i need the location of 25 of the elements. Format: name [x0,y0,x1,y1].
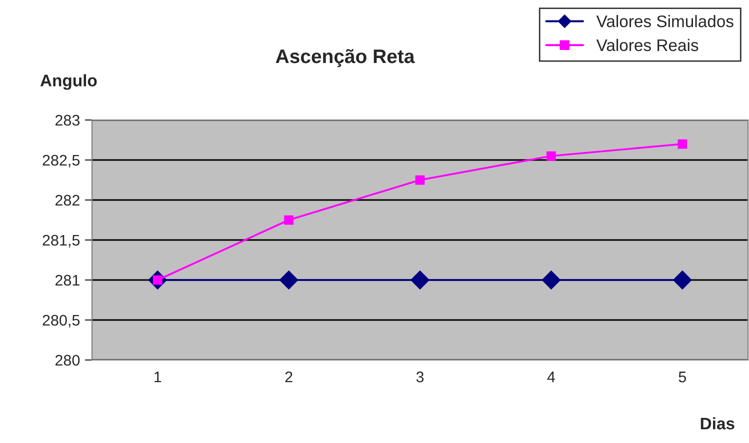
point [542,270,561,290]
x-tick-label: 4 [547,372,555,382]
point [410,270,430,290]
y-tick-label: 280,5 [42,314,80,328]
y-axis-title: Angulo [40,74,97,90]
y-tick-label: 282,5 [42,154,80,168]
point [284,215,294,225]
y-tick-label: 282 [55,194,80,206]
y-tick-label: 281 [55,274,80,286]
x-tick-label: 1 [154,372,162,382]
x-tick-label: 5 [678,372,686,382]
point [678,139,688,149]
chart-title: Ascenção Reta [276,49,415,68]
x-tick-label: 3 [416,372,424,382]
y-tick-label: 283 [55,114,80,126]
point [415,175,425,185]
x-tick-label: 2 [285,372,292,382]
legend-label: Valores Simulados [596,15,734,28]
y-tick-label: 280 [55,354,80,366]
y-tick-label: 281,5 [42,234,80,248]
legend-label: Valores Reais [596,38,698,52]
point [279,270,298,290]
point [546,151,556,161]
x-axis-title: Dias [700,417,734,430]
point [673,270,692,290]
